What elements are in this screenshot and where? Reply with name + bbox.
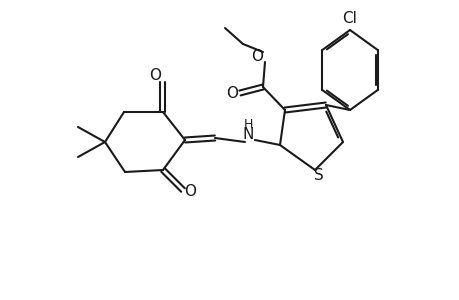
- Text: O: O: [184, 184, 196, 199]
- Text: O: O: [251, 49, 263, 64]
- Text: N: N: [242, 127, 253, 142]
- Text: O: O: [225, 85, 237, 100]
- Text: S: S: [313, 169, 323, 184]
- Text: Cl: Cl: [342, 11, 357, 26]
- Text: H: H: [243, 118, 252, 130]
- Text: O: O: [149, 68, 161, 82]
